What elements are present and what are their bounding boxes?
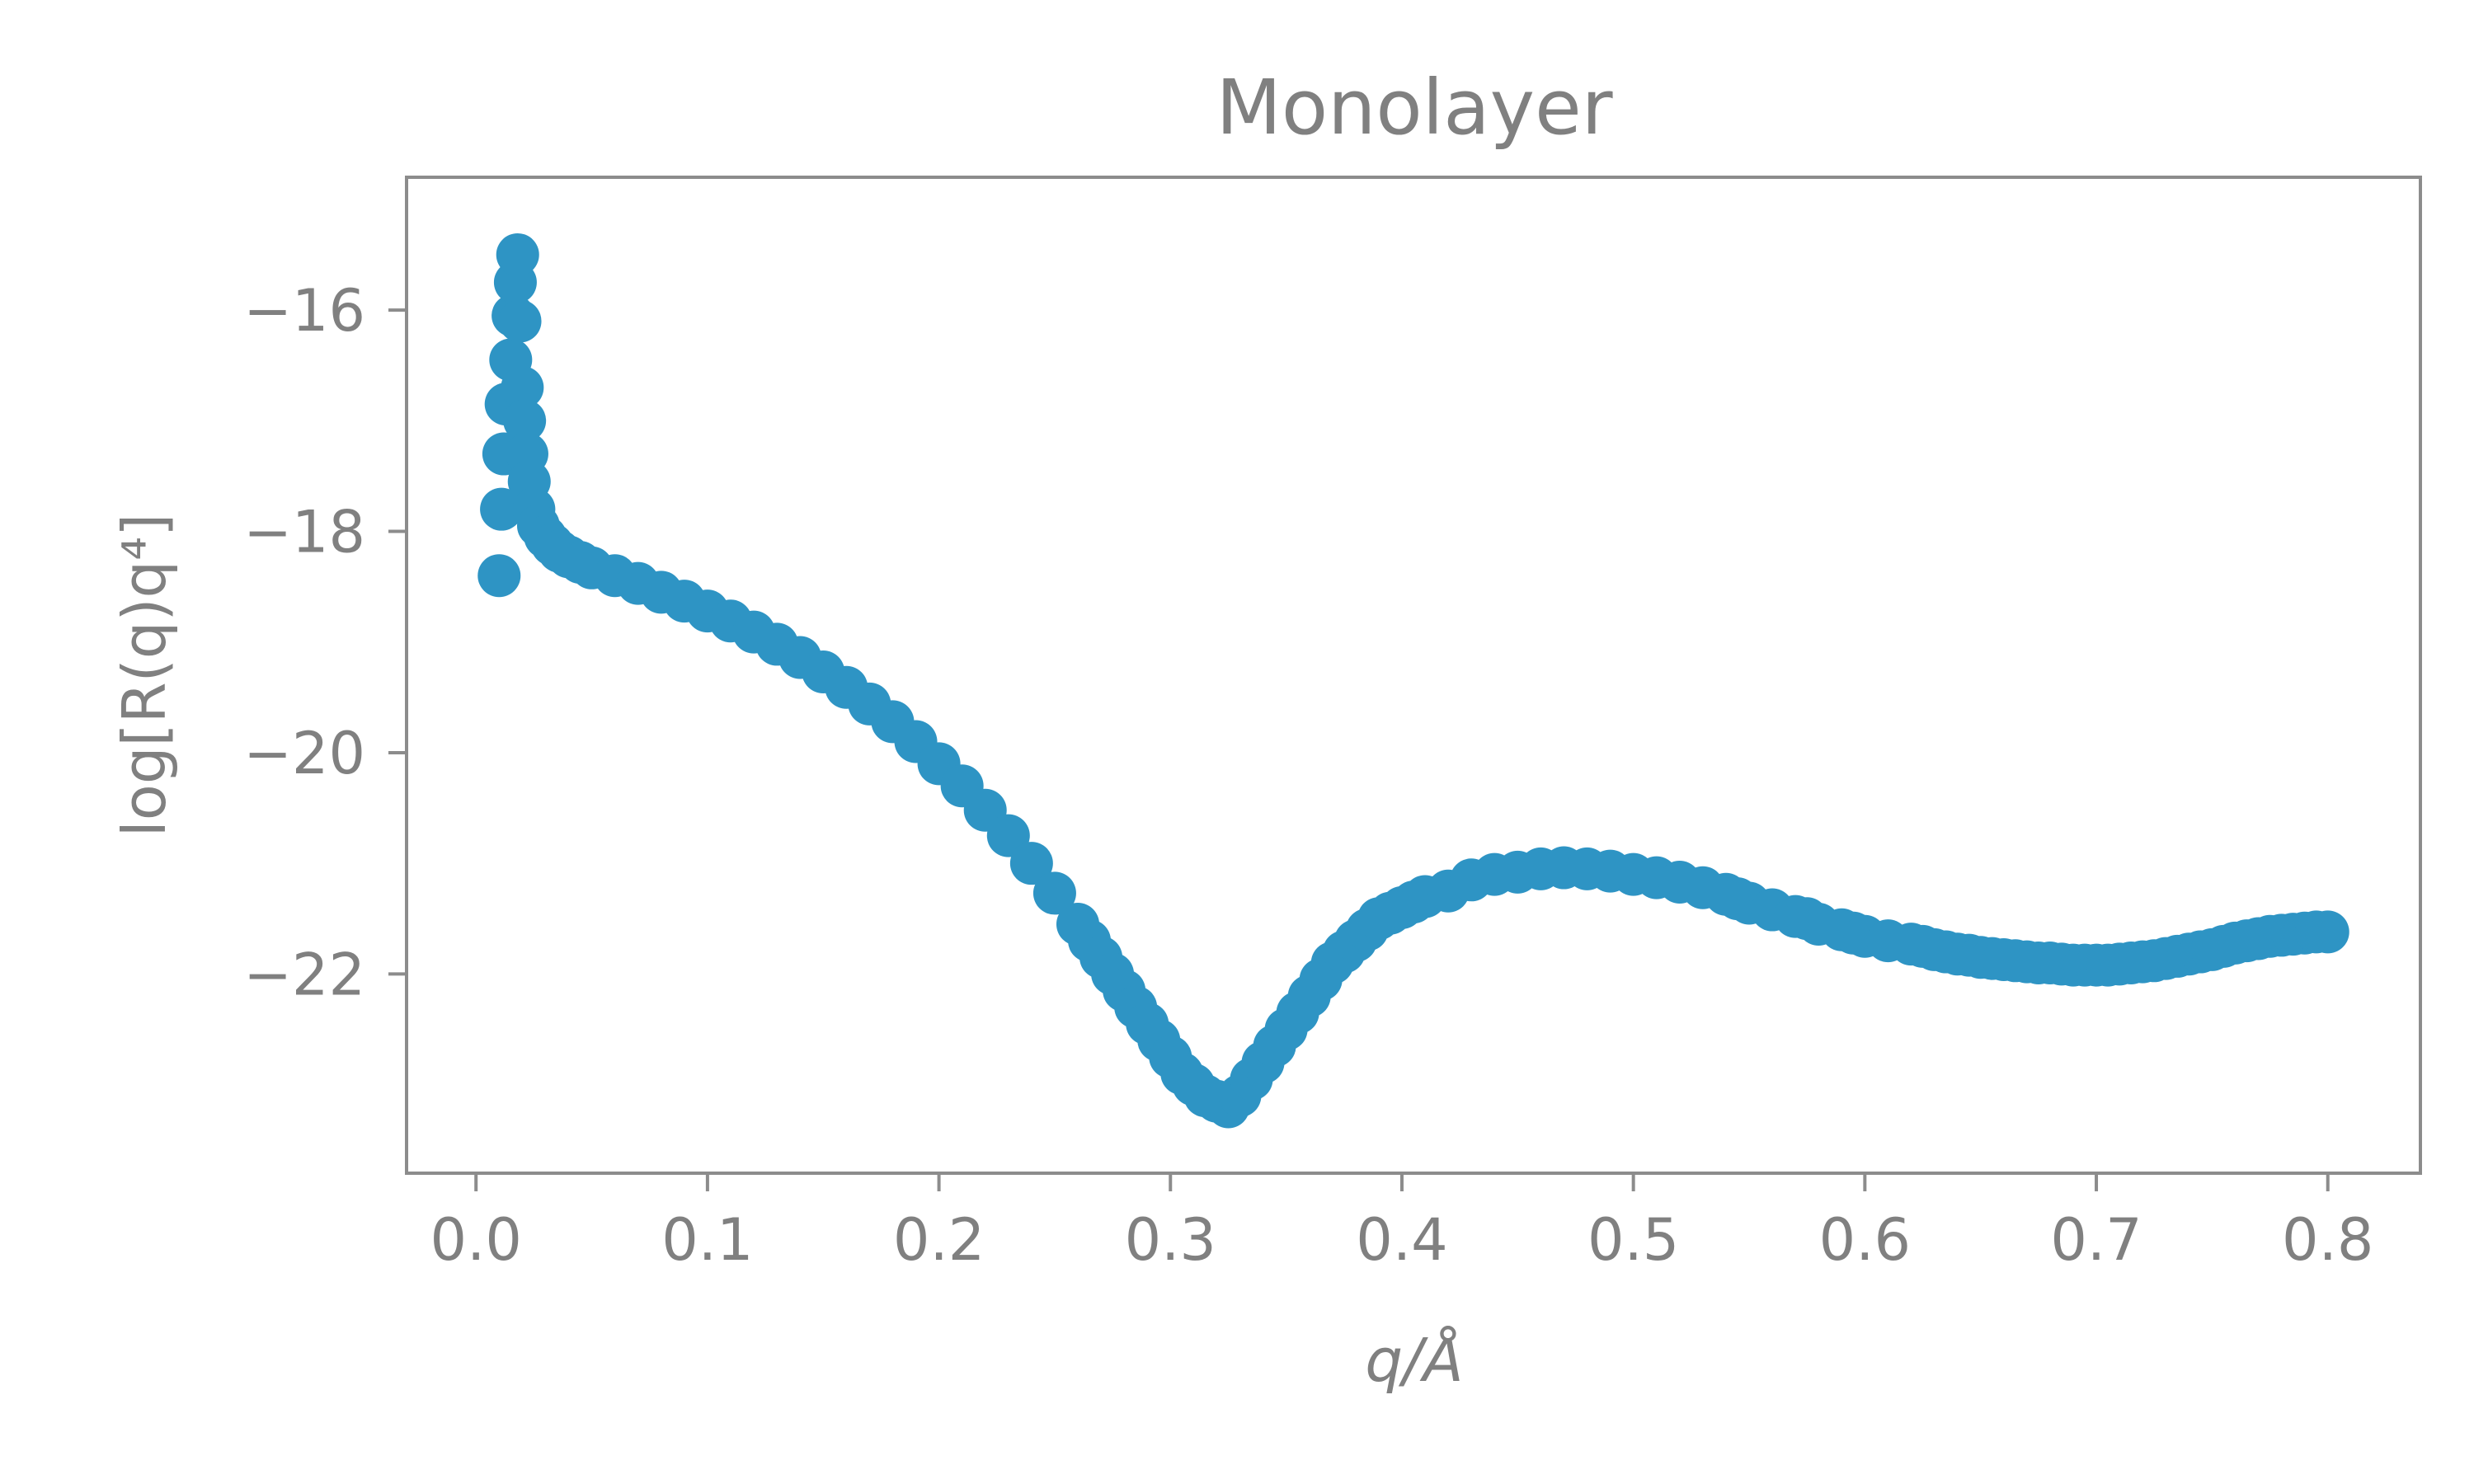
data-point <box>501 366 544 410</box>
data-point <box>1009 842 1053 885</box>
y-tick-label: −18 <box>243 499 365 566</box>
x-tick-label: 0.2 <box>893 1206 985 1274</box>
x-axis: 0.0 0.1 0.2 0.3 0.4 0.5 0.6 0.7 0.8 <box>430 1173 2373 1274</box>
x-tick-label: 0.3 <box>1125 1206 1216 1274</box>
y-tick-label: −22 <box>243 941 365 1008</box>
data-point <box>2306 910 2349 954</box>
scatter-series <box>477 232 2349 1129</box>
x-axis-title: q/Å <box>1365 1326 1463 1395</box>
x-tick-label: 0.5 <box>1587 1206 1679 1274</box>
x-tick-label: 0.8 <box>2282 1206 2373 1274</box>
data-point <box>496 232 539 276</box>
y-tick-label: −20 <box>243 720 365 787</box>
x-tick-label: 0.7 <box>2050 1206 2142 1274</box>
x-tick-label: 0.4 <box>1356 1206 1447 1274</box>
y-axis: −16 −18 −20 −22 <box>243 277 407 1008</box>
x-tick-label: 0.1 <box>661 1206 753 1274</box>
data-point <box>477 554 521 598</box>
y-axis-title: log[R(q)q⁴] <box>110 514 179 837</box>
data-point <box>503 399 547 443</box>
data-point <box>498 299 542 343</box>
data-point <box>1032 871 1076 915</box>
x-tick-label: 0.0 <box>430 1206 522 1274</box>
data-point <box>480 487 524 531</box>
y-tick-label: −16 <box>243 277 365 345</box>
x-tick-label: 0.6 <box>1819 1206 1911 1274</box>
plot-frame <box>405 176 2422 1175</box>
chart-title: Monolayer <box>1216 63 1612 152</box>
